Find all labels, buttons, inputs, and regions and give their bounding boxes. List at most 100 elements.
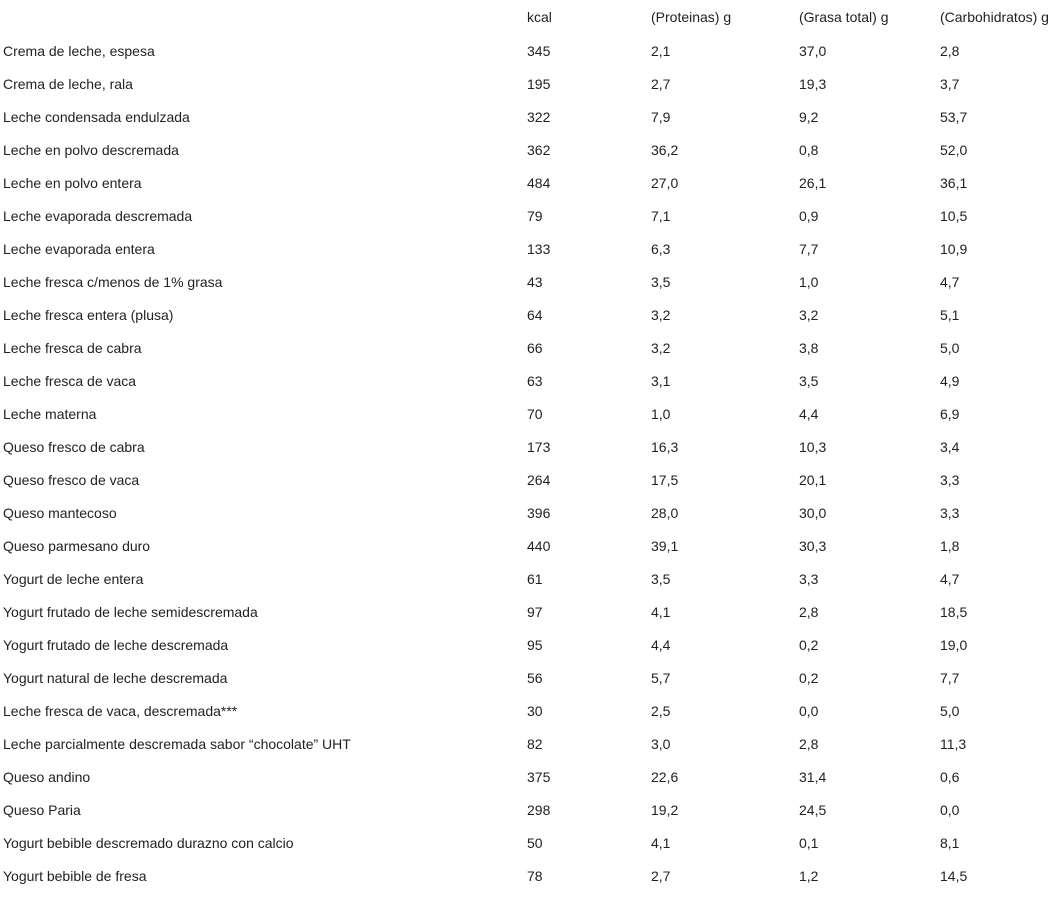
carbs-cell: 5,0 bbox=[940, 702, 960, 719]
kcal-cell: 66 bbox=[527, 339, 543, 356]
protein-cell: 4,1 bbox=[651, 834, 671, 851]
table-row: Yogurt bebible descremado durazno con ca… bbox=[0, 826, 1062, 859]
food-name-cell: Leche condensada endulzada bbox=[3, 108, 190, 125]
table-row: Leche fresca entera (plusa) 64 3,2 3,2 5,1 bbox=[0, 298, 1062, 331]
table-row: Leche fresca c/menos de 1% grasa 43 3,5 1,0… bbox=[0, 265, 1062, 298]
table-row: Leche evaporada descremada 79 7,1 0,9 10,5 bbox=[0, 199, 1062, 232]
fat-cell: 0,0 bbox=[799, 702, 819, 719]
kcal-cell: 63 bbox=[527, 372, 543, 389]
kcal-cell: 396 bbox=[527, 504, 551, 521]
table-row: Queso andino 375 22,6 31,4 0,6 bbox=[0, 760, 1062, 793]
protein-cell: 19,2 bbox=[651, 801, 679, 818]
kcal-cell: 30 bbox=[527, 702, 543, 719]
protein-cell: 2,7 bbox=[651, 867, 671, 884]
table-row: Queso parmesano duro 440 39,1 30,3 1,8 bbox=[0, 529, 1062, 562]
carbs-cell: 5,0 bbox=[940, 339, 960, 356]
fat-cell: 3,3 bbox=[799, 570, 819, 587]
kcal-cell: 298 bbox=[527, 801, 551, 818]
food-name-cell: Queso Paria bbox=[3, 801, 81, 818]
food-name-cell: Leche fresca de cabra bbox=[3, 339, 142, 356]
kcal-cell: 264 bbox=[527, 471, 551, 488]
food-name-cell: Queso parmesano duro bbox=[3, 537, 151, 554]
kcal-cell: 70 bbox=[527, 405, 543, 422]
carbs-cell: 0,6 bbox=[940, 768, 960, 785]
table-row: Queso fresco de cabra 173 16,3 10,3 3,4 bbox=[0, 430, 1062, 463]
food-name-cell: Yogurt bebible descremado durazno con ca… bbox=[3, 834, 294, 851]
food-name-cell: Leche en polvo entera bbox=[3, 174, 142, 191]
table-row: Yogurt de leche entera 61 3,5 3,3 4,7 bbox=[0, 562, 1062, 595]
food-name-cell: Leche evaporada descremada bbox=[3, 207, 193, 224]
food-name-cell: Queso fresco de cabra bbox=[3, 438, 145, 455]
kcal-cell: 484 bbox=[527, 174, 551, 191]
kcal-cell: 64 bbox=[527, 306, 543, 323]
fat-cell: 1,0 bbox=[799, 273, 819, 290]
header-carbs: (Carbohidratos) g bbox=[940, 9, 1049, 25]
kcal-cell: 56 bbox=[527, 669, 543, 686]
kcal-cell: 133 bbox=[527, 240, 551, 257]
table-row: Yogurt bebible de fresa 78 2,7 1,2 14,5 bbox=[0, 859, 1062, 892]
protein-cell: 4,1 bbox=[651, 603, 671, 620]
table-header: kcal (Proteinas) g (Grasa total) g (Carb… bbox=[0, 0, 1062, 34]
table-row: Yogurt frutado de leche semidescremada 97… bbox=[0, 595, 1062, 628]
fat-cell: 9,2 bbox=[799, 108, 819, 125]
kcal-cell: 61 bbox=[527, 570, 543, 587]
protein-cell: 2,5 bbox=[651, 702, 671, 719]
table-row: Leche parcialmente descremada sabor “cho… bbox=[0, 727, 1062, 760]
kcal-cell: 440 bbox=[527, 537, 551, 554]
fat-cell: 7,7 bbox=[799, 240, 819, 257]
carbs-cell: 3,4 bbox=[940, 438, 960, 455]
table-row: Leche fresca de vaca 63 3,1 3,5 4,9 bbox=[0, 364, 1062, 397]
table-row: Queso Paria 298 19,2 24,5 0,0 bbox=[0, 793, 1062, 826]
protein-cell: 3,2 bbox=[651, 339, 671, 356]
food-name-cell: Leche parcialmente descremada sabor “cho… bbox=[3, 735, 351, 752]
fat-cell: 30,3 bbox=[799, 537, 827, 554]
food-name-cell: Leche fresca de vaca, descremada*** bbox=[3, 702, 238, 719]
fat-cell: 10,3 bbox=[799, 438, 827, 455]
header-food bbox=[0, 0, 524, 34]
kcal-cell: 322 bbox=[527, 108, 551, 125]
kcal-cell: 79 bbox=[527, 207, 543, 224]
fat-cell: 31,4 bbox=[799, 768, 827, 785]
carbs-cell: 8,1 bbox=[940, 834, 960, 851]
food-name-cell: Leche materna bbox=[3, 405, 97, 422]
fat-cell: 30,0 bbox=[799, 504, 827, 521]
carbs-cell: 1,8 bbox=[940, 537, 960, 554]
fat-cell: 3,2 bbox=[799, 306, 819, 323]
food-name-cell: Yogurt bebible de fresa bbox=[3, 867, 147, 884]
protein-cell: 39,1 bbox=[651, 537, 679, 554]
carbs-cell: 4,7 bbox=[940, 273, 960, 290]
carbs-cell: 36,1 bbox=[940, 174, 968, 191]
protein-cell: 36,2 bbox=[651, 141, 679, 158]
fat-cell: 3,5 bbox=[799, 372, 819, 389]
fat-cell: 37,0 bbox=[799, 42, 827, 59]
fat-cell: 0,8 bbox=[799, 141, 819, 158]
carbs-cell: 14,5 bbox=[940, 867, 968, 884]
carbs-cell: 4,9 bbox=[940, 372, 960, 389]
protein-cell: 3,1 bbox=[651, 372, 671, 389]
food-name-cell: Leche en polvo descremada bbox=[3, 141, 179, 158]
food-name-cell: Queso andino bbox=[3, 768, 91, 785]
kcal-cell: 82 bbox=[527, 735, 543, 752]
table-row: Leche condensada endulzada 322 7,9 9,2 53,7 bbox=[0, 100, 1062, 133]
kcal-cell: 345 bbox=[527, 42, 551, 59]
protein-cell: 27,0 bbox=[651, 174, 679, 191]
carbs-cell: 5,1 bbox=[940, 306, 960, 323]
food-name-cell: Leche fresca de vaca bbox=[3, 372, 137, 389]
table-row: Yogurt natural de leche descremada 56 5,7 0… bbox=[0, 661, 1062, 694]
food-name-cell: Yogurt de leche entera bbox=[3, 570, 144, 587]
kcal-cell: 43 bbox=[527, 273, 543, 290]
table-row: Yogurt frutado de leche descremada 95 4,4 0… bbox=[0, 628, 1062, 661]
fat-cell: 2,8 bbox=[799, 735, 819, 752]
kcal-cell: 173 bbox=[527, 438, 551, 455]
food-name-cell: Leche evaporada entera bbox=[3, 240, 155, 257]
fat-cell: 0,2 bbox=[799, 636, 819, 653]
kcal-cell: 95 bbox=[527, 636, 543, 653]
fat-cell: 0,1 bbox=[799, 834, 819, 851]
carbs-cell: 11,3 bbox=[940, 735, 967, 752]
protein-cell: 7,1 bbox=[651, 207, 671, 224]
header-fat: (Grasa total) g bbox=[799, 9, 889, 25]
fat-cell: 24,5 bbox=[799, 801, 827, 818]
carbs-cell: 6,9 bbox=[940, 405, 960, 422]
carbs-cell: 2,8 bbox=[940, 42, 960, 59]
protein-cell: 2,1 bbox=[651, 42, 671, 59]
